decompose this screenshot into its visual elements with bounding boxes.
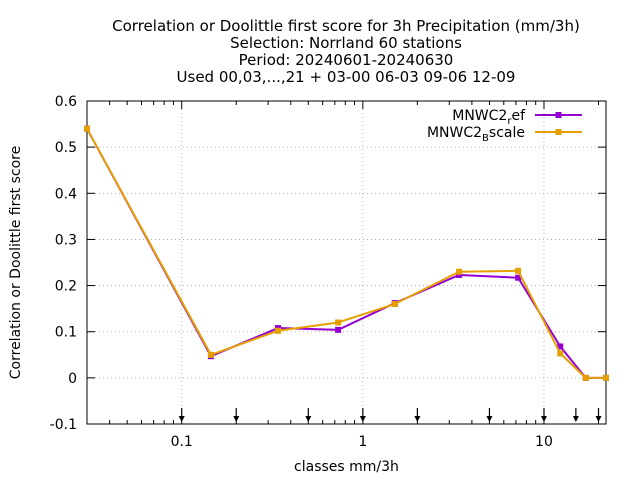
data-point bbox=[582, 374, 589, 381]
x-axis-label: classes mm/3h bbox=[294, 459, 399, 475]
x-tick-label: 1 bbox=[358, 434, 367, 450]
series bbox=[84, 125, 609, 381]
data-point bbox=[515, 267, 522, 274]
legend-label-rest: scale bbox=[489, 125, 525, 141]
data-point bbox=[603, 374, 609, 381]
y-tick-label: -0.1 bbox=[50, 417, 77, 433]
legend-label: MNWC2Bscale bbox=[427, 125, 525, 144]
title-line: Period: 20240601-20240630 bbox=[239, 51, 454, 69]
class-limit-arrow bbox=[414, 408, 421, 422]
chart-title: Correlation or Doolittle first score for… bbox=[112, 17, 580, 86]
title-line: Selection: Norrland 60 stations bbox=[230, 34, 462, 52]
data-point bbox=[515, 274, 522, 281]
class-limit-arrow bbox=[486, 408, 493, 422]
legend-label-sub: r bbox=[507, 116, 512, 127]
class-limit-arrow bbox=[178, 408, 185, 422]
legend-label-sub: B bbox=[482, 133, 489, 144]
arrow-head bbox=[359, 416, 366, 422]
class-limit-arrow bbox=[305, 408, 312, 422]
data-point bbox=[335, 326, 342, 333]
arrow-head bbox=[414, 416, 421, 422]
title-line: Correlation or Doolittle first score for… bbox=[112, 17, 580, 35]
data-point bbox=[456, 268, 463, 275]
y-tick-label: 0.2 bbox=[55, 279, 77, 295]
data-point bbox=[391, 301, 398, 308]
legend-label: MNWC2ref bbox=[452, 108, 526, 127]
data-point bbox=[335, 319, 342, 326]
class-limit-arrow bbox=[595, 408, 602, 422]
y-axis-label: Correlation or Doolittle first score bbox=[8, 146, 24, 379]
legend-label-rest: ef bbox=[511, 108, 526, 124]
series-2 bbox=[84, 125, 609, 381]
class-limit-arrow bbox=[572, 408, 579, 422]
y-tick-label: 0 bbox=[68, 371, 77, 387]
legend-label-base: MNWC2 bbox=[427, 125, 482, 141]
class-limit-arrow bbox=[233, 408, 240, 422]
y-tick-label: 0.1 bbox=[55, 325, 77, 341]
axis-ticks: -0.1 0 0.1 0.2 0.3 0.4 0.5 0.6 0.1 1 10 bbox=[50, 94, 606, 450]
x-tick-label: 10 bbox=[535, 434, 553, 450]
class-limit-arrows bbox=[178, 408, 602, 422]
data-point bbox=[207, 351, 214, 358]
legend-item: MNWC2Bscale bbox=[427, 125, 582, 144]
data-point bbox=[274, 327, 281, 334]
y-tick-label: 0.4 bbox=[55, 186, 77, 202]
legend-marker bbox=[555, 129, 562, 135]
data-point bbox=[456, 271, 463, 278]
series-1 bbox=[84, 125, 609, 381]
arrow-head bbox=[178, 416, 185, 422]
class-limit-arrow bbox=[540, 408, 547, 422]
plot-frame bbox=[86, 100, 607, 425]
arrow-head bbox=[486, 416, 493, 422]
series-line bbox=[86, 128, 606, 379]
y-tick-label: 0.5 bbox=[55, 140, 77, 156]
arrow-head bbox=[595, 416, 602, 422]
y-tick-label: 0.3 bbox=[55, 232, 77, 248]
legend-marker bbox=[555, 112, 562, 118]
arrow-head bbox=[233, 416, 240, 422]
arrow-head bbox=[540, 416, 547, 422]
legend-item: MNWC2ref bbox=[452, 108, 582, 127]
grid bbox=[87, 100, 606, 425]
data-point bbox=[84, 125, 90, 132]
arrow-head bbox=[305, 416, 312, 422]
y-tick-label: 0.6 bbox=[55, 94, 77, 110]
data-point bbox=[557, 343, 564, 350]
data-point bbox=[557, 350, 564, 357]
arrow-head bbox=[572, 416, 579, 422]
series-line bbox=[86, 128, 606, 379]
class-limit-arrow bbox=[359, 408, 366, 422]
title-line: Used 00,03,...,21 + 03-00 06-03 09-06 12… bbox=[177, 68, 516, 86]
legend-label-base: MNWC2 bbox=[452, 108, 507, 124]
x-tick-label: 0.1 bbox=[171, 434, 193, 450]
